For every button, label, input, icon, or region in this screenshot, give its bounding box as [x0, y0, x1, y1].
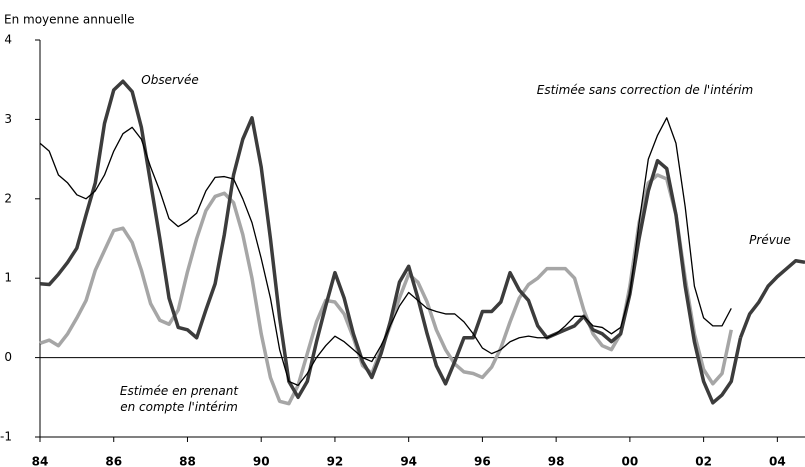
series-label: Estimée en prenant en compte l'intérim — [119, 384, 239, 414]
y-tick-label: 1 — [4, 271, 12, 285]
x-tick-label: 02 — [695, 455, 712, 467]
y-tick-label: 4 — [4, 33, 12, 47]
series-label: Prévue — [749, 233, 791, 247]
x-tick-label: 90 — [253, 455, 270, 467]
y-tick-label: 3 — [4, 112, 12, 126]
series-label: Estimée sans correction de l'intérim — [536, 83, 754, 97]
series-label: Observée — [141, 73, 199, 87]
series-line — [39, 79, 743, 405]
x-tick-label: 86 — [105, 455, 122, 467]
x-tick-label: 04 — [769, 455, 786, 467]
x-tick-label: 92 — [327, 455, 344, 467]
x-tick-label: 96 — [474, 455, 491, 467]
y-tick-label: -1 — [0, 430, 12, 444]
x-tick-label: 94 — [400, 455, 417, 467]
series-line — [39, 117, 732, 387]
series-line — [738, 258, 805, 339]
x-tick-label: 88 — [179, 455, 196, 467]
y-tick-label: 0 — [4, 350, 12, 364]
series-line — [39, 173, 733, 406]
x-tick-label: 84 — [32, 455, 49, 467]
x-tick-label: 98 — [548, 455, 565, 467]
y-axis-label: En moyenne annuelle — [4, 13, 135, 27]
y-tick-label: 2 — [4, 191, 12, 205]
x-tick-label: 00 — [622, 455, 639, 467]
